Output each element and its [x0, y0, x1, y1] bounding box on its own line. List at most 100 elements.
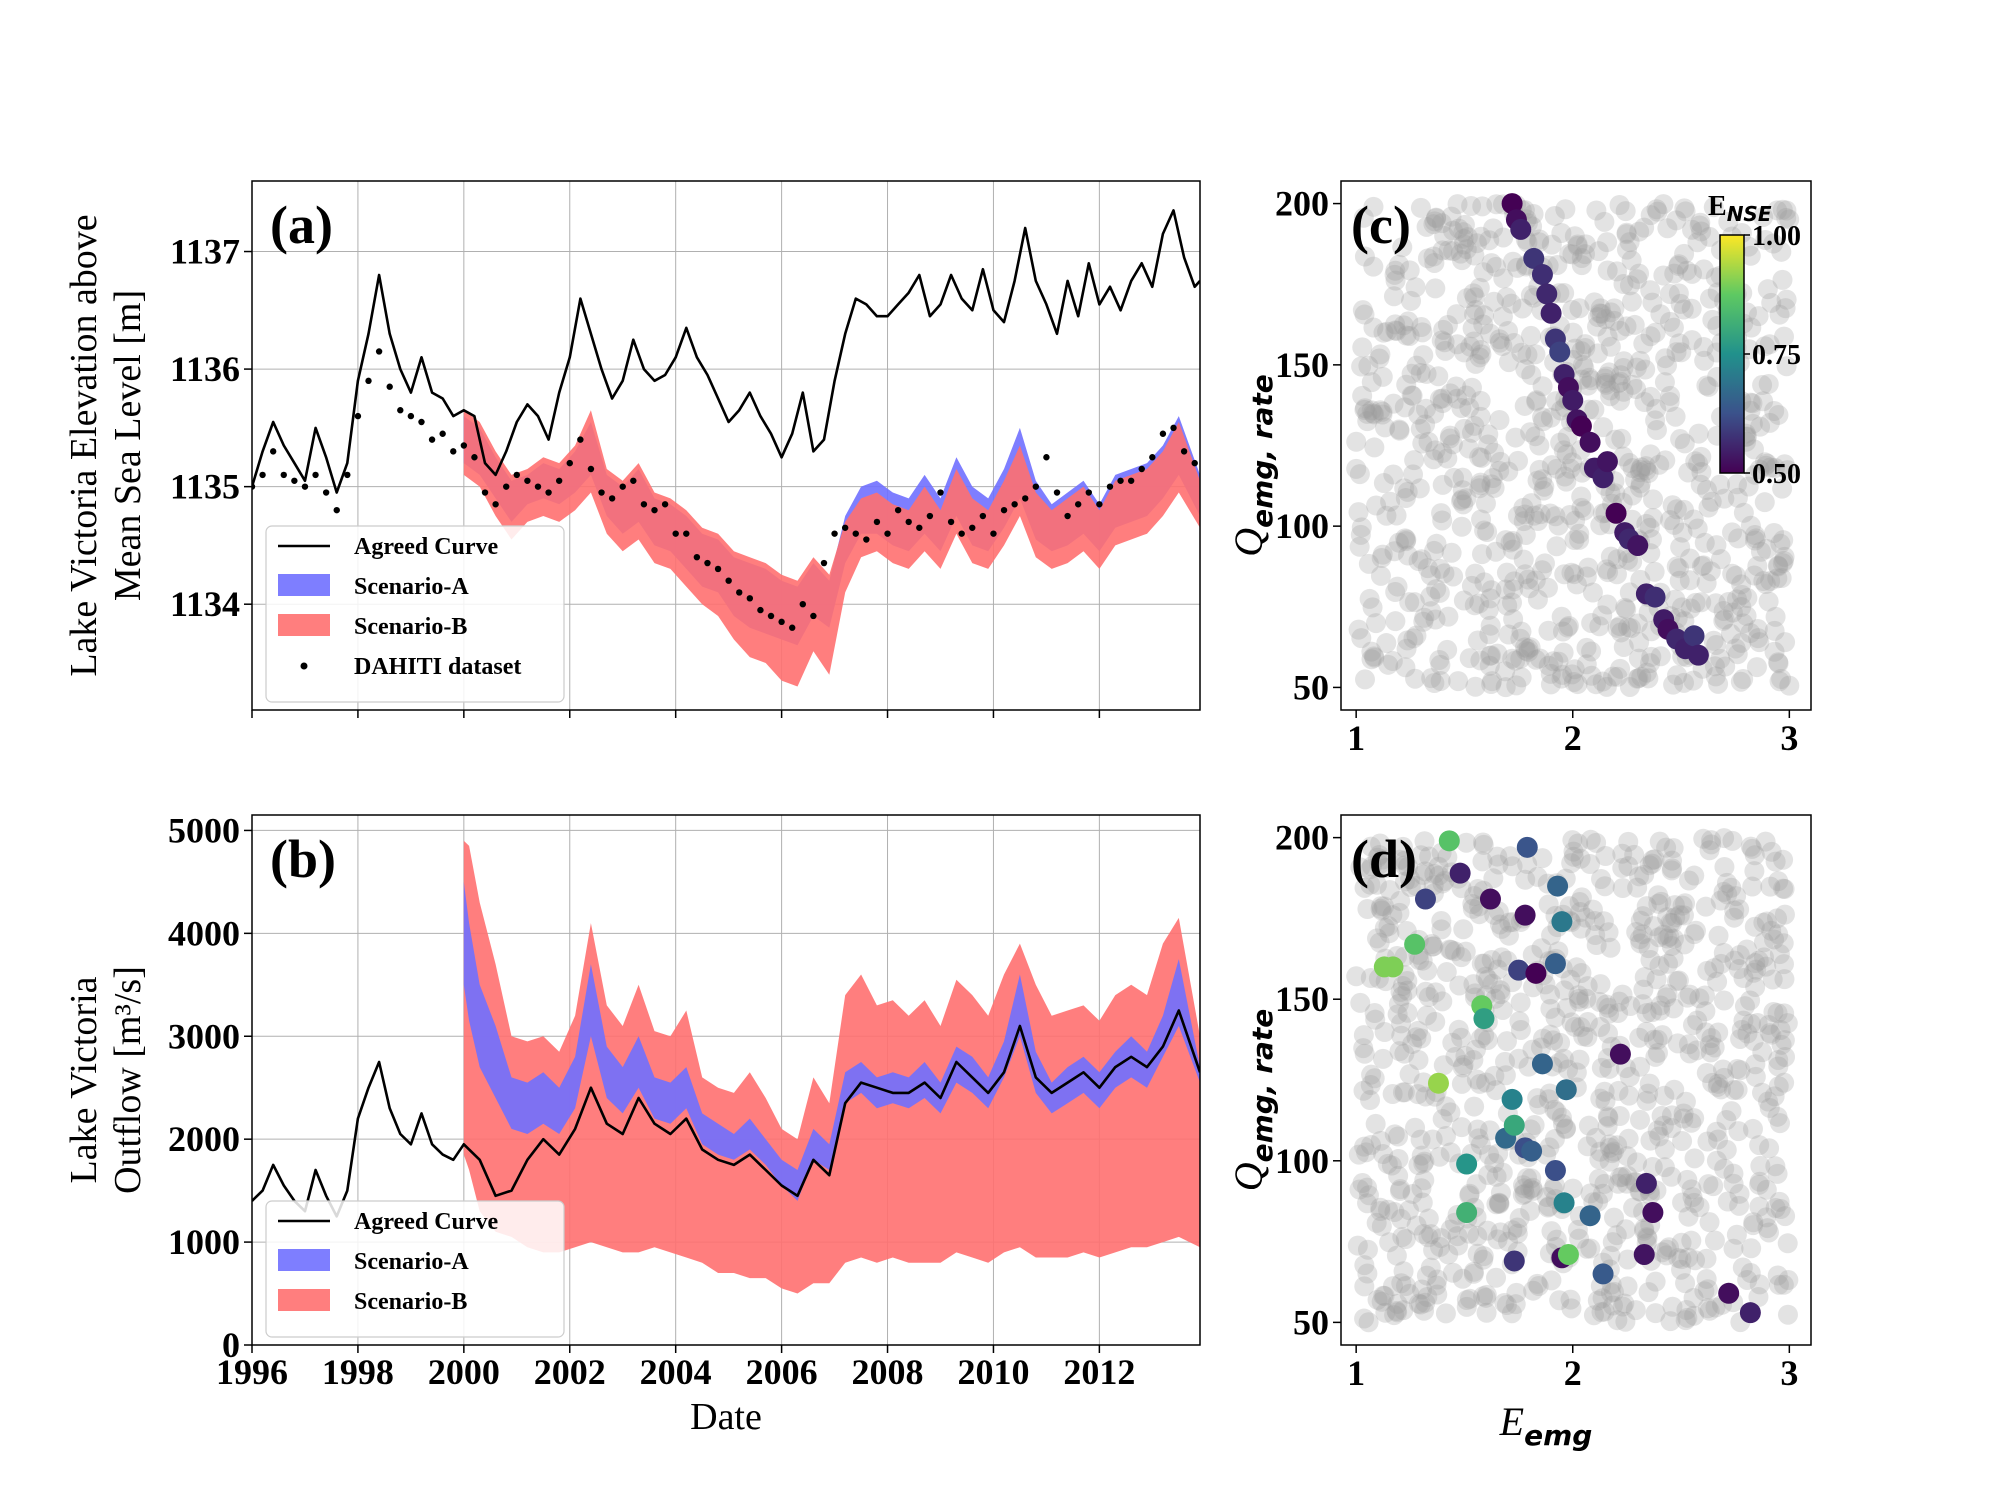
background-sample-point	[1511, 342, 1532, 363]
highlighted-point	[1456, 1153, 1478, 1175]
background-sample-point	[1417, 248, 1438, 269]
background-sample-point	[1743, 1212, 1764, 1233]
background-sample-point	[1740, 990, 1761, 1011]
background-sample-point	[1451, 397, 1472, 418]
background-sample-point	[1701, 830, 1722, 851]
background-sample-point	[1631, 666, 1652, 687]
background-sample-point	[1602, 1295, 1623, 1316]
background-sample-point	[1529, 1094, 1550, 1115]
background-sample-point	[1677, 1169, 1698, 1190]
background-sample-point	[1564, 1016, 1585, 1037]
background-sample-point	[1733, 502, 1754, 523]
background-sample-point	[1546, 536, 1567, 557]
highlighted-point	[1579, 1205, 1601, 1227]
background-sample-point	[1367, 928, 1388, 949]
background-sample-point	[1640, 444, 1661, 465]
background-sample-point	[1451, 878, 1472, 899]
background-sample-point	[1408, 1154, 1429, 1175]
background-sample-point	[1599, 1003, 1620, 1024]
background-sample-point	[1659, 311, 1680, 332]
background-sample-point	[1464, 595, 1485, 616]
background-sample-point	[1599, 1151, 1620, 1172]
background-sample-point	[1562, 244, 1583, 265]
background-sample-point	[1679, 570, 1700, 591]
background-sample-point	[1587, 316, 1608, 337]
background-sample-point	[1410, 1294, 1431, 1315]
background-sample-point	[1663, 998, 1684, 1019]
data-point-dahiti	[555, 477, 563, 484]
background-sample-point	[1672, 895, 1693, 916]
background-sample-point	[1354, 1276, 1375, 1297]
background-sample-point	[1755, 831, 1776, 852]
background-sample-point	[1754, 452, 1775, 473]
background-sample-point	[1671, 1249, 1692, 1270]
background-sample-point	[1361, 641, 1382, 662]
background-sample-point	[1613, 358, 1634, 379]
background-sample-point	[1599, 1137, 1620, 1158]
highlighted-point	[1544, 1159, 1566, 1181]
background-sample-point	[1773, 530, 1794, 551]
data-point-dahiti	[937, 489, 944, 496]
data-point-dahiti	[428, 436, 436, 443]
background-sample-point	[1468, 1128, 1489, 1149]
background-sample-point	[1577, 1027, 1598, 1048]
background-sample-point	[1469, 1073, 1490, 1094]
background-sample-point	[1662, 858, 1683, 879]
background-sample-point	[1615, 201, 1636, 222]
background-sample-point	[1743, 1215, 1764, 1236]
background-sample-point	[1487, 959, 1508, 980]
colorbar-tick-label: 0.50	[1752, 459, 1801, 490]
background-sample-point	[1619, 582, 1640, 603]
background-sample-point	[1354, 246, 1375, 267]
background-sample-point	[1396, 531, 1417, 552]
background-sample-point	[1768, 871, 1789, 892]
background-sample-point	[1403, 628, 1424, 649]
background-sample-point	[1529, 435, 1550, 456]
background-sample-point	[1662, 495, 1683, 516]
background-sample-point	[1617, 1146, 1638, 1167]
background-sample-point	[1769, 1113, 1790, 1134]
background-sample-point	[1614, 1293, 1635, 1314]
background-sample-point	[1598, 922, 1619, 943]
background-sample-point	[1764, 401, 1785, 422]
background-sample-point	[1364, 1003, 1385, 1024]
y-tick-label: 1000	[168, 1222, 240, 1262]
background-sample-point	[1714, 488, 1735, 509]
x-tick-label: 3	[1780, 1353, 1798, 1393]
background-sample-point	[1630, 462, 1651, 483]
background-sample-point	[1354, 877, 1375, 898]
highlighted-point	[1382, 956, 1404, 978]
data-point-dahiti	[619, 483, 626, 490]
background-sample-point	[1385, 611, 1406, 632]
data-point-dahiti	[503, 483, 510, 490]
background-sample-point	[1663, 838, 1684, 859]
background-sample-point	[1424, 211, 1445, 232]
data-point-dahiti	[322, 489, 330, 496]
background-sample-point	[1398, 1200, 1419, 1221]
background-sample-point	[1447, 194, 1468, 215]
background-sample-point	[1643, 916, 1664, 937]
background-sample-point	[1561, 1298, 1582, 1319]
background-sample-point	[1487, 846, 1508, 867]
background-sample-point	[1437, 448, 1458, 469]
background-sample-point	[1598, 562, 1619, 583]
highlighted-point	[1687, 644, 1709, 666]
background-sample-point	[1672, 1192, 1693, 1213]
background-sample-point	[1728, 959, 1749, 980]
background-sample-point	[1408, 551, 1429, 572]
background-sample-point	[1627, 1152, 1648, 1173]
background-sample-point	[1773, 849, 1794, 870]
background-sample-point	[1374, 1021, 1395, 1042]
background-sample-point	[1533, 480, 1554, 501]
background-sample-point	[1678, 1034, 1699, 1055]
x-tick-label: 2	[1564, 1353, 1582, 1393]
background-sample-point	[1388, 993, 1409, 1014]
background-sample-point	[1776, 289, 1797, 310]
data-point-dahiti	[958, 530, 965, 537]
background-sample-point	[1680, 598, 1701, 619]
background-sample-point	[1599, 1058, 1620, 1079]
background-sample-point	[1348, 619, 1369, 640]
y-tick-label: 100	[1275, 506, 1329, 546]
background-sample-point	[1553, 642, 1574, 663]
background-sample-point	[1492, 336, 1513, 357]
